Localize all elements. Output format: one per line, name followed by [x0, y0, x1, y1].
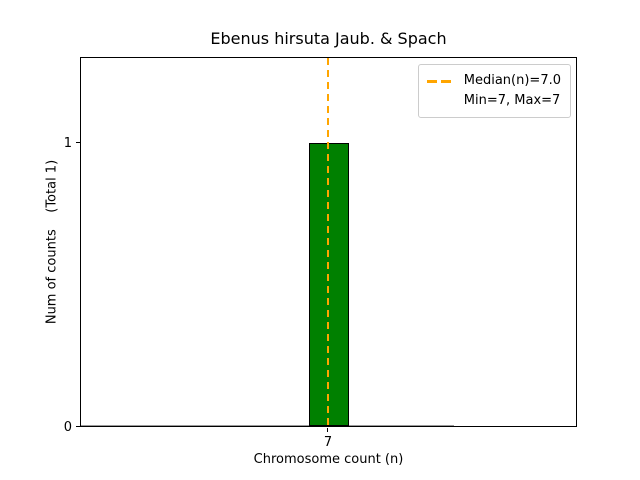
- legend-label-minmax: Min=7, Max=7: [463, 93, 561, 108]
- x-axis-label: Chromosome count (n): [253, 452, 404, 467]
- legend-entry-minmax: Min=7, Max=7: [427, 91, 561, 111]
- ytick-label-0: 0: [63, 420, 72, 435]
- ytick-mark-1: [76, 142, 80, 143]
- median-line: [327, 58, 329, 426]
- legend-label-median: Median(n)=7.0: [463, 73, 561, 88]
- median-dashed-line-icon: [426, 79, 455, 83]
- y-axis-label: Num of counts (Total 1): [44, 159, 60, 325]
- histogram-bar-n7: [309, 143, 349, 426]
- chart-title: Ebenus hirsuta Jaub. & Spach: [210, 29, 447, 48]
- ytick-mark-0: [76, 426, 80, 427]
- legend: Median(n)=7.0 Min=7, Max=7: [417, 64, 571, 118]
- zero-count-baseline: [81, 425, 454, 426]
- legend-empty-marker: [427, 100, 455, 103]
- xtick-mark-7: [327, 428, 328, 432]
- xtick-label-7: 7: [323, 435, 333, 450]
- legend-entry-median: Median(n)=7.0: [426, 71, 561, 91]
- ytick-label-1: 1: [63, 136, 72, 151]
- plot-area: Median(n)=7.0 Min=7, Max=7: [80, 57, 577, 427]
